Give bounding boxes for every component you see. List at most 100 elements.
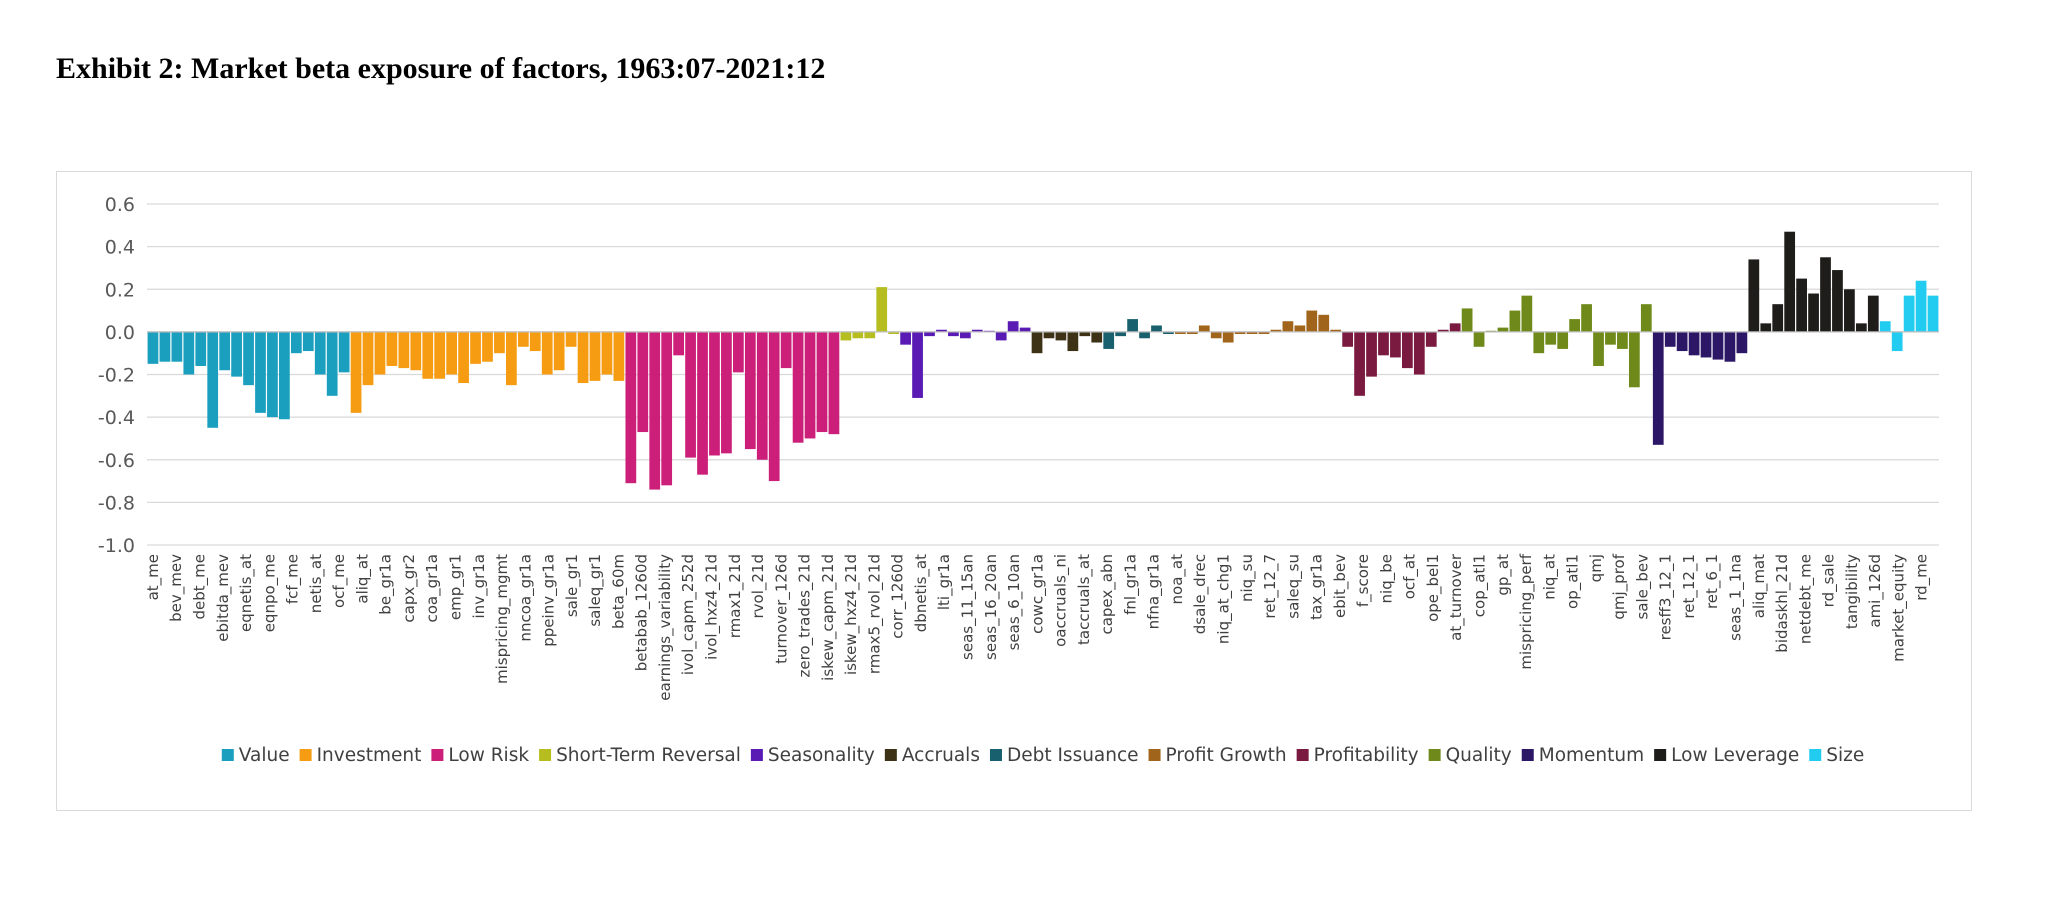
x-tick-label: coa_gr1a	[423, 554, 442, 623]
bar-quality-0	[1461, 308, 1473, 332]
bar-investment-20	[589, 331, 601, 381]
y-tick-label: -1.0	[98, 535, 135, 557]
bar-momentum-0	[1652, 331, 1664, 445]
x-tick-label: saleq_su	[1284, 554, 1303, 619]
legend-label: Short-Term Reversal	[556, 745, 741, 766]
y-tick-label: -0.8	[98, 492, 135, 514]
bar-investment-3	[386, 331, 398, 366]
x-tick-label: eqnpo_me	[260, 554, 279, 632]
x-tick-label: betabab_1260d	[633, 554, 652, 671]
bar-investment-22	[613, 331, 625, 381]
bar-profit-growth-7	[1258, 331, 1270, 335]
bar-quality-8	[1557, 331, 1569, 349]
x-tick-label: tax_gr1a	[1308, 554, 1327, 620]
x-tick-label: ivol_capm_252d	[679, 554, 698, 675]
bar-seasonality-10	[1019, 327, 1031, 332]
bar-investment-9	[458, 331, 469, 384]
bar-debt-issuance-1	[1115, 331, 1127, 337]
x-tick-label: eqnetis_at	[237, 554, 256, 632]
bar-low-risk-7	[709, 331, 720, 456]
bar-accruals-3	[1067, 331, 1079, 352]
x-tick-label: turnover_126d	[772, 554, 791, 664]
bar-investment-14	[517, 331, 529, 347]
x-tick-label: sale_gr1	[563, 554, 582, 617]
x-tick-label: niq_at_chg1	[1215, 554, 1234, 644]
bar-size-4	[1927, 295, 1939, 332]
bar-low-risk-4	[673, 331, 684, 356]
bar-accruals-0	[1031, 331, 1043, 354]
bar-profit-growth-2	[1198, 325, 1210, 332]
bar-value-3	[183, 331, 195, 375]
bar-value-0	[147, 331, 159, 364]
bar-low-leverage-8	[1844, 289, 1855, 332]
bar-quality-6	[1533, 331, 1545, 354]
x-tick-label: zero_trades_21d	[796, 554, 815, 678]
x-tick-label: debt_me	[191, 554, 210, 620]
bar-size-2	[1903, 295, 1915, 332]
x-tick-label: iskew_capm_21d	[819, 554, 838, 681]
x-tick-label: rd_sale	[1820, 554, 1839, 607]
bar-low-leverage-10	[1867, 295, 1879, 332]
bar-debt-issuance-0	[1103, 331, 1115, 349]
bar-profitability-0	[1342, 331, 1354, 347]
x-tick-label: corr_1260d	[889, 554, 908, 639]
x-tick-label: aliq_at	[353, 554, 372, 604]
bar-low-risk-3	[661, 331, 673, 486]
bar-investment-4	[398, 331, 410, 369]
bar-seasonality-5	[959, 331, 971, 339]
bar-low-leverage-7	[1832, 270, 1843, 332]
bar-profit-growth-1	[1186, 331, 1198, 335]
bar-accruals-5	[1091, 331, 1103, 343]
bar-short-term-reversal-0	[840, 331, 852, 341]
bar-size-1	[1891, 331, 1903, 352]
legend-label: Size	[1826, 745, 1864, 766]
bar-momentum-3	[1688, 331, 1700, 356]
bar-profitability-5	[1402, 331, 1413, 369]
bar-profitability-9	[1449, 323, 1461, 332]
bar-low-leverage-1	[1760, 323, 1772, 332]
bar-quality-3	[1497, 327, 1509, 332]
bar-low-risk-5	[685, 331, 696, 458]
gridlines	[147, 203, 1939, 546]
bar-value-1	[159, 331, 171, 362]
bar-investment-1	[362, 331, 374, 386]
x-tick-label: f_score	[1354, 554, 1373, 607]
exhibit-title: Exhibit 2: Market beta exposure of facto…	[56, 52, 826, 85]
bar-accruals-4	[1079, 331, 1091, 337]
x-tick-label: iskew_hxz4_21d	[842, 554, 861, 675]
x-tick-label: qmj	[1587, 554, 1605, 582]
bar-quality-13	[1617, 331, 1628, 349]
bar-investment-18	[565, 331, 577, 347]
bar-low-risk-11	[756, 331, 768, 460]
x-tick-label: rmax5_rvol_21d	[865, 554, 884, 674]
bar-low-leverage-2	[1772, 304, 1784, 332]
legend-swatch	[1296, 749, 1309, 761]
bar-value-16	[338, 331, 350, 373]
bars	[147, 231, 1939, 490]
bar-low-risk-12	[768, 331, 780, 482]
x-tick-label: at_me	[144, 554, 163, 600]
x-tick-label: lti_gr1a	[935, 554, 954, 610]
legend-label: Investment	[317, 745, 422, 766]
bar-debt-issuance-4	[1151, 325, 1162, 332]
bar-value-15	[326, 331, 338, 396]
legend-swatch	[989, 749, 1002, 761]
bar-value-5	[207, 331, 219, 428]
bar-momentum-2	[1676, 331, 1688, 352]
x-tick-label: oaccruals_ni	[1052, 554, 1071, 647]
x-tick-label: seas_16_20an	[982, 554, 1001, 660]
x-tick-label: bidaskhl_21d	[1773, 554, 1792, 653]
bar-value-8	[243, 331, 254, 386]
y-tick-label: 0.0	[105, 322, 135, 344]
bar-seasonality-9	[1007, 321, 1019, 332]
bar-value-10	[267, 331, 278, 418]
legend-swatch	[1148, 749, 1161, 761]
bar-accruals-1	[1043, 331, 1055, 339]
bar-short-term-reversal-3	[876, 287, 888, 332]
x-tick-label: ocf_me	[330, 554, 349, 608]
x-tick-label: capex_abn	[1098, 554, 1117, 635]
bar-size-3	[1915, 280, 1927, 332]
bar-seasonality-8	[995, 331, 1007, 341]
x-tick-label: niq_at	[1540, 554, 1559, 600]
bar-investment-13	[506, 331, 517, 386]
